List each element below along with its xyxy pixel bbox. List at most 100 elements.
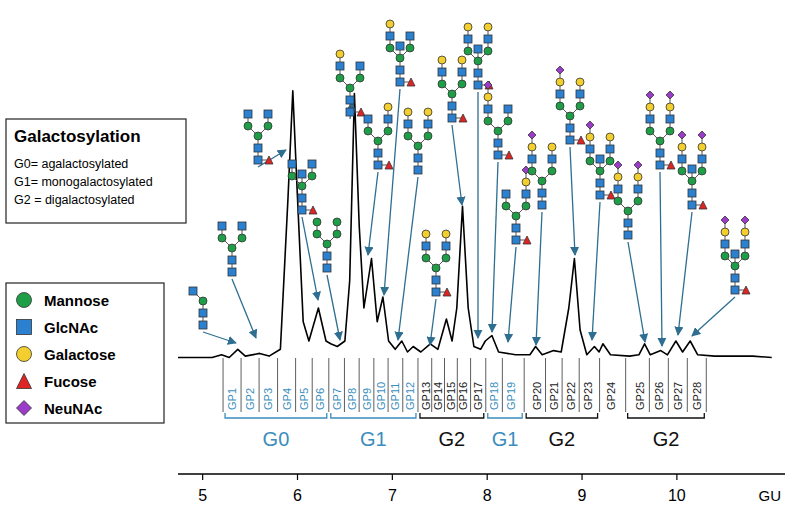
glycan-residue [606,133,614,141]
legend-symbol [17,293,32,308]
glycan-residue [528,143,536,151]
glycan-residue [384,127,392,135]
glycan-residue [414,142,422,150]
glycan-residue [586,157,594,165]
glycan-residue [228,244,236,252]
box-line: G0= agalactosylated [14,157,128,171]
arrow [536,212,542,345]
glycan-residue [464,23,472,31]
glycan-residue [741,252,749,260]
glycan-residue [504,117,512,125]
tick-label: 5 [198,487,207,504]
glycan-residue [634,185,642,193]
glycan-residue [298,170,306,178]
glycan-residue [721,252,729,260]
arrow [398,177,418,340]
glycan-residue [308,172,316,180]
glycan-residue [698,131,706,139]
glycan-residue [254,132,262,140]
chromatogram [178,91,772,358]
glycan-residue [576,102,584,110]
glycan-residue [512,212,520,220]
glycan-residue [474,57,482,65]
glycan [678,131,707,335]
glycan-residue [522,178,530,186]
glycan-residue [548,167,556,175]
group-label: G2 [439,428,466,450]
glycan-residue [596,167,604,175]
arrow [477,92,478,338]
glycan-residue [485,81,493,89]
separator [625,358,626,412]
peak-label: GP24 [605,382,617,410]
glycan-residue [438,56,446,64]
glycan-residue [556,78,564,86]
glycan-residue [538,177,546,185]
separator [241,358,242,412]
glycan-links [292,164,313,210]
glycan-residue [566,136,574,144]
glycan-residue [596,179,604,187]
glycan-residue [438,80,446,88]
glycan-residue [556,90,564,98]
glycan [189,287,236,343]
glycan-residue [586,121,594,129]
glycan-residue [731,262,739,270]
glycan-residue [646,91,654,99]
glycan [313,218,341,340]
glycan-residue [422,230,430,238]
glycan-links [317,222,337,268]
glycan-residue [577,136,585,144]
glycan-residue [384,103,392,111]
arrow [302,217,318,300]
glycan-residue [264,122,272,130]
separator [649,358,650,412]
glycan [484,81,513,332]
separator [599,358,600,412]
glycan-residue [624,219,632,227]
peak-label: GP4 [281,388,293,410]
glycan-residue [688,165,696,173]
separator [402,358,403,412]
glycan-residue [364,115,372,123]
arrow [384,89,400,295]
glycan [384,20,415,295]
tick [487,474,488,480]
trace-group [178,91,772,358]
glycan-residue [448,102,456,110]
tick-label: 10 [668,487,686,504]
glycan-residue [254,144,262,152]
group-bracket [628,413,705,418]
glycan [692,216,750,336]
legend-label: Fucose [44,373,97,390]
glycan-residue [346,84,354,92]
glycan-residue [666,127,674,135]
peak-label: GP13 [420,382,432,410]
peak-label: GP16 [457,382,469,410]
glycan-residue [614,197,622,205]
glycan-residue [566,112,574,120]
glycan-residue [313,218,321,226]
group-label: G1 [492,428,519,450]
glycan [218,222,256,338]
glycan-residue [556,102,564,110]
glycan-residue [464,47,472,55]
group-bracket [526,413,597,418]
glycan-residue [494,127,502,135]
box-line: G2 = digalactosylated [14,193,135,207]
glycan-residue [422,254,430,262]
peak-label: GP20 [531,382,543,410]
peak-labels: GP1GP2GP3GP4GP5GP6GP7GP8GP9GP10GP11GP12G… [226,382,703,410]
peak-label: GP21 [548,382,560,410]
glycan-residue [528,155,536,163]
glycan-residue [346,108,354,116]
glycan-residue [464,35,472,43]
glycan-residue [484,23,492,31]
legend-symbol [17,401,32,416]
glycan-residue [254,156,262,164]
glycan-residue [432,276,440,284]
glycan-residue [298,194,306,202]
glycan-residue [548,155,556,163]
glycan [438,56,467,205]
group-label: G1 [360,428,387,450]
